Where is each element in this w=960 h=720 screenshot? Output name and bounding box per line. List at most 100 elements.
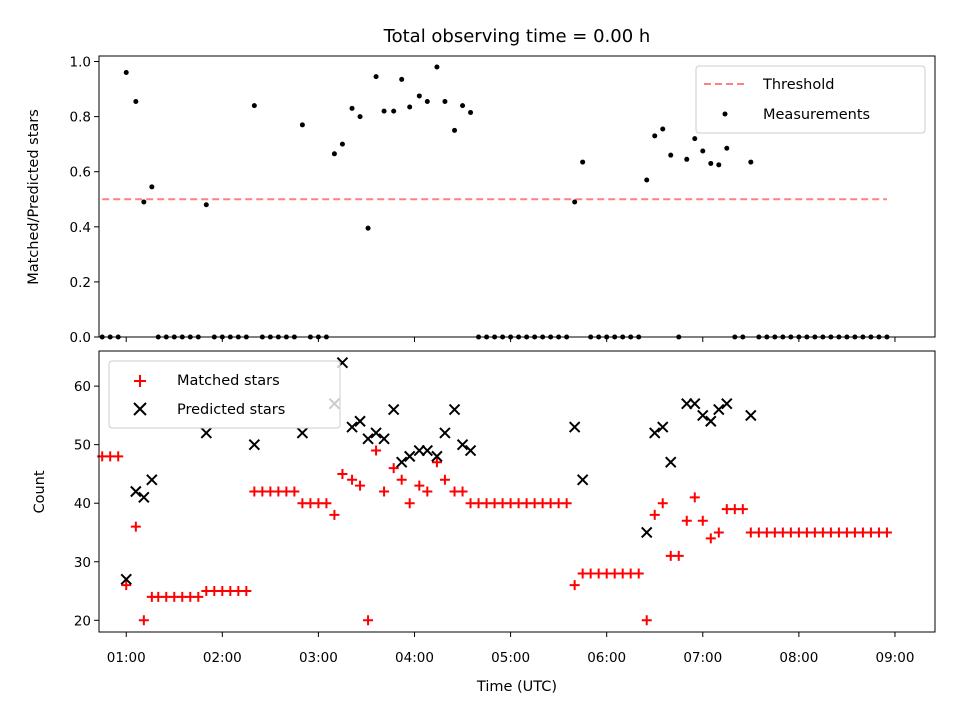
matched-star-marker: [138, 615, 149, 626]
measurement-point: [149, 184, 155, 190]
measurement-point: [381, 108, 387, 114]
bottom-y-tick-label: 50: [74, 438, 91, 454]
matched-star-marker: [422, 486, 433, 497]
predicted-star-marker: [649, 427, 661, 439]
predicted-star-marker: [448, 403, 461, 416]
measurement-point: [373, 74, 379, 80]
matched-star-marker: [561, 498, 572, 509]
matched-star-marker: [881, 527, 892, 538]
top-legend-box: [695, 65, 926, 134]
bottom-x-ticks: 01:00 02:00 03:00 04:00 05:00 06:00 07:00 08:00…: [107, 632, 914, 666]
matched-star-marker: [121, 580, 132, 591]
measurement-point: [652, 133, 658, 139]
measurement-point: [123, 70, 129, 76]
predicted-star-marker: [439, 427, 451, 439]
measurement-point: [692, 136, 698, 142]
predicted-star-marker: [146, 474, 158, 486]
predicted-star-marker: [431, 450, 443, 463]
measurement-point: [724, 145, 730, 151]
top-plot-frame: [98, 55, 936, 338]
predicted-star-marker: [403, 450, 416, 463]
measurement-point: [684, 156, 690, 162]
predicted-star-marker: [395, 456, 408, 468]
top-y-ticks: 0.0 0.2 0.4 0.6 0.8 1.0: [70, 55, 99, 346]
matched-star-marker: [633, 568, 644, 579]
predicted-star-marker: [354, 415, 366, 427]
bottom-x-tick-label: 07:00: [683, 650, 722, 666]
measurement-point: [203, 202, 209, 208]
matched-star-marker: [379, 486, 390, 497]
measurement-point: [141, 199, 147, 205]
legend-threshold-label: Threshold: [762, 77, 834, 93]
predicted-star-marker: [346, 421, 358, 433]
chart-title: Total observing time = 0.00 h: [383, 26, 651, 47]
top-y-axis-label: Matched/Predicted stars: [26, 109, 42, 285]
predicted-star-marker: [120, 573, 132, 586]
matched-star-marker: [241, 586, 252, 597]
top-y-tick-label: 0.4: [70, 220, 91, 236]
matched-star-marker: [713, 527, 724, 538]
legend-predicted-label: Predicted stars: [177, 402, 285, 418]
measurement-point: [391, 108, 397, 114]
predicted-star-marker: [421, 444, 434, 457]
measurement-point: [407, 104, 413, 110]
top-y-tick-label: 0.8: [70, 110, 91, 126]
measurement-point: [716, 162, 722, 168]
predicted-star-marker: [138, 491, 150, 504]
matched-stars-layer: [97, 445, 892, 626]
matched-star-marker: [371, 445, 382, 456]
measurement-point: [442, 98, 448, 104]
predicted-star-marker: [697, 409, 709, 422]
matched-star-marker: [388, 463, 399, 474]
matched-star-marker: [337, 468, 348, 479]
predicted-star-marker: [713, 403, 725, 416]
matched-star-marker: [457, 486, 468, 497]
predicted-star-marker: [456, 438, 469, 451]
bottom-x-tick-label: 01:00: [107, 650, 146, 666]
matched-star-marker: [697, 515, 708, 526]
matched-star-marker: [193, 591, 204, 602]
measurement-point: [399, 76, 405, 82]
top-y-tick-label: 0.0: [70, 330, 91, 346]
predicted-star-marker: [464, 444, 477, 457]
predicted-star-marker: [248, 438, 261, 451]
top-y-tick-label: 1.0: [70, 55, 91, 71]
bottom-x-tick-label: 03:00: [299, 650, 338, 666]
measurement-point: [452, 127, 458, 133]
matched-star-marker: [363, 615, 374, 626]
measurement-point: [644, 177, 650, 183]
predicted-star-marker: [362, 433, 374, 445]
predicted-star-marker: [705, 415, 717, 427]
matched-star-marker: [657, 498, 668, 509]
bottom-y-ticks: 20 30 40 50 60: [74, 379, 99, 629]
matched-star-marker: [705, 533, 716, 544]
predicted-star-marker: [665, 456, 677, 468]
predicted-star-marker: [378, 433, 390, 445]
legend-predicted-marker: [133, 402, 147, 416]
matched-star-marker: [439, 474, 450, 485]
measurement-point: [748, 159, 754, 165]
bottom-x-tick-label: 02:00: [203, 650, 242, 666]
legend-matched-marker: [134, 375, 146, 387]
top-y-tick-label: 0.2: [70, 275, 91, 291]
x-axis-label: Time (UTC): [476, 679, 557, 695]
matched-star-marker: [113, 451, 124, 462]
measurement-point: [572, 199, 578, 205]
matched-star-marker: [649, 509, 660, 520]
matched-star-marker: [569, 580, 580, 591]
matched-star-marker: [737, 504, 748, 515]
measurement-point: [708, 160, 714, 166]
bottom-legend: Matched stars Predicted stars: [108, 360, 341, 429]
measurement-point: [434, 64, 440, 70]
bottom-y-tick-label: 60: [74, 379, 91, 395]
measurement-point: [357, 114, 363, 120]
predicted-star-marker: [387, 403, 400, 416]
matched-star-marker: [321, 498, 332, 509]
measurement-point: [468, 109, 474, 115]
measurement-point: [331, 151, 337, 157]
top-x-ticks: [125, 337, 896, 342]
predicted-star-marker: [657, 421, 669, 433]
matched-star-marker: [355, 480, 366, 491]
matched-star-marker: [689, 492, 700, 503]
bottom-plot-frame: [98, 350, 936, 633]
